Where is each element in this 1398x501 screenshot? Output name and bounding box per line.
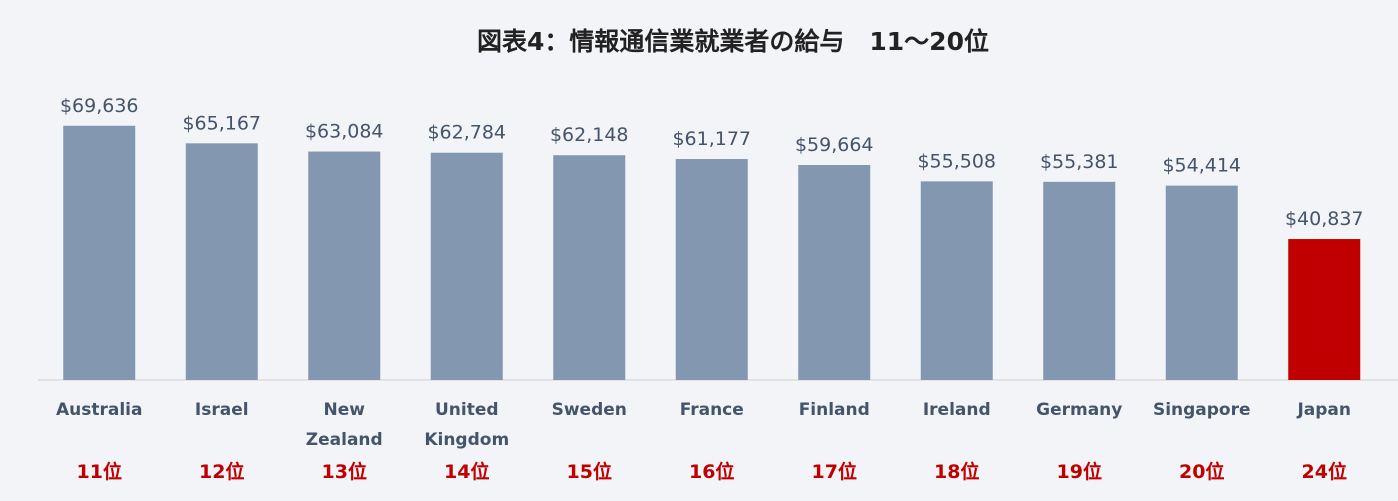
bar [430,152,503,380]
rank-label: 24位 [1301,461,1347,483]
value-label: $54,414 [1162,155,1241,177]
value-label: $55,381 [1040,151,1119,173]
value-label: $59,664 [795,134,874,156]
x-tick-label: Australia [56,400,143,420]
value-label: $62,148 [550,124,629,146]
bar [1043,181,1116,380]
x-tick-label: Finland [798,400,870,420]
rank-label: 19位 [1056,461,1102,483]
rank-label: 13位 [321,461,367,483]
x-tick-label: Singapore [1152,400,1251,420]
x-tick-label: Israel [194,400,249,420]
x-tick-label: United Kingdom [424,400,510,450]
x-tick-label: Japan [1297,400,1352,420]
value-label: $61,177 [672,128,751,150]
bar [675,159,748,380]
bar [920,181,993,380]
x-tick-label: Ireland [922,400,991,420]
x-tick-label: France [679,400,744,420]
bar [185,143,258,380]
x-tick-label: New Zealand [305,400,383,450]
rank-label: 12位 [199,461,245,483]
bar [1165,185,1238,380]
value-label: $63,084 [305,121,384,143]
rank-label: 17位 [811,461,857,483]
rank-label: 16位 [689,461,735,483]
value-label: $69,636 [60,95,139,117]
rank-label: 15位 [566,461,612,483]
rank-label: 14位 [444,461,490,483]
value-label: $62,784 [427,122,506,144]
value-label: $65,167 [182,112,261,134]
x-tick-label: Germany [1036,400,1123,420]
bar [63,125,136,380]
rank-label: 18位 [934,461,980,483]
value-label: $40,837 [1285,208,1364,230]
bar [553,155,626,380]
bar [798,164,871,380]
chart-title: 図表4：情報通信業就業者の給与 11～20位 [477,27,989,56]
rank-label: 20位 [1179,461,1225,483]
rank-label: 11位 [76,461,122,483]
bar [1288,239,1361,380]
bar [308,151,381,380]
x-tick-label: Sweden [551,400,627,420]
value-label: $55,508 [917,150,996,172]
